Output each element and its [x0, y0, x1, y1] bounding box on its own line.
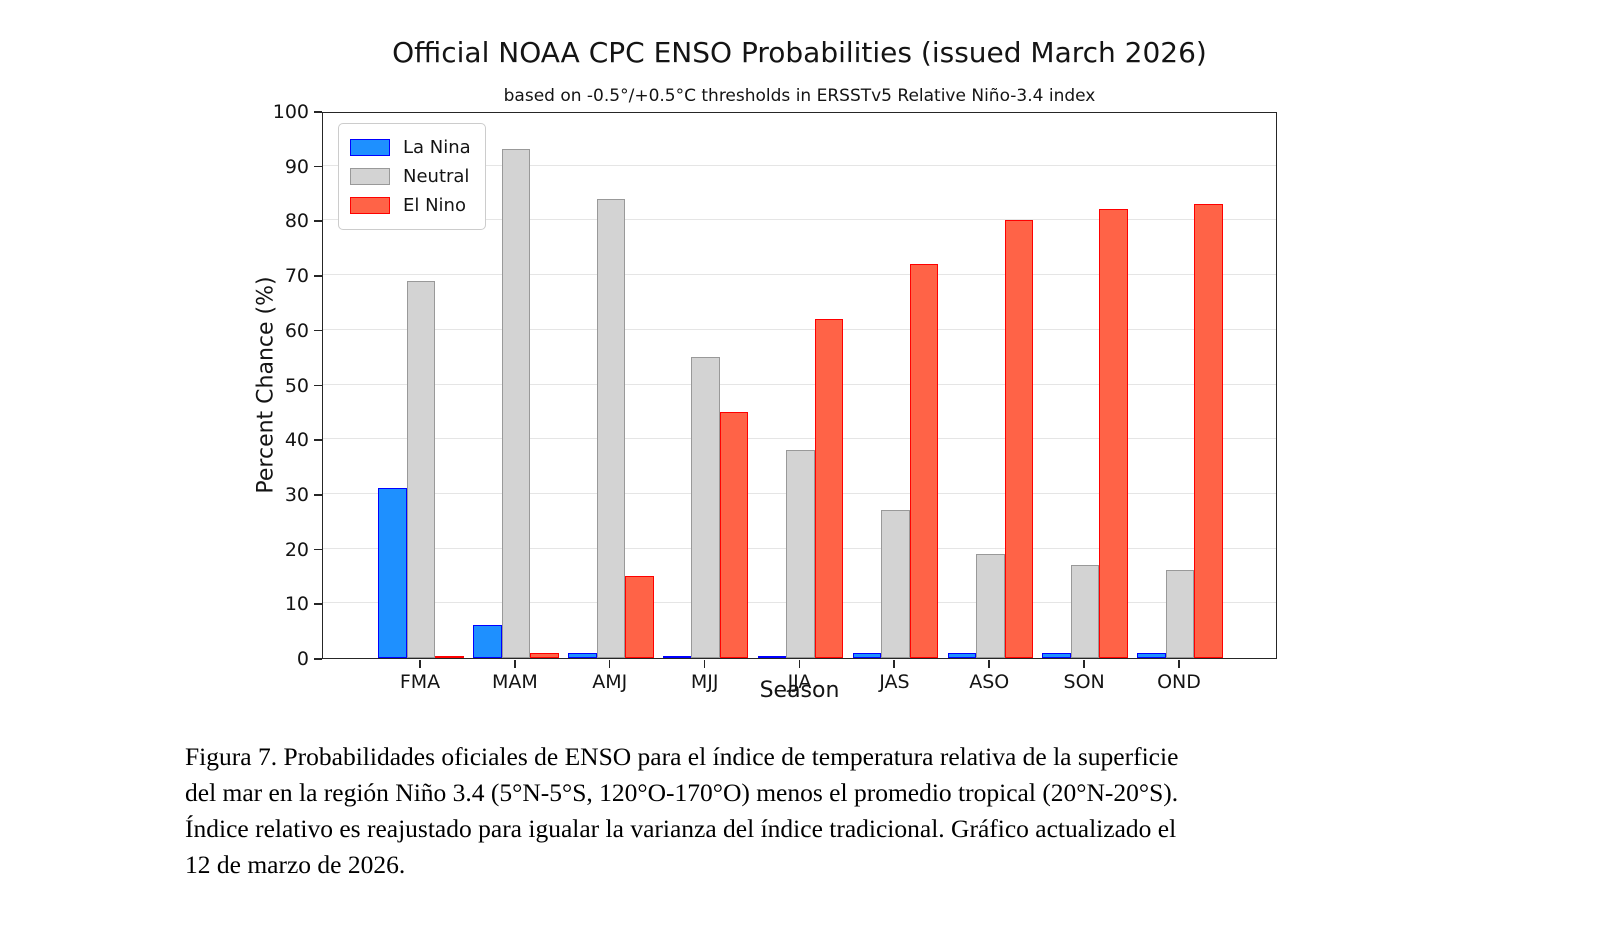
x-tick-label-JJA: JJA — [787, 671, 812, 693]
legend-item-el-nino: El Nino — [350, 191, 471, 220]
x-tick-mark-AMJ — [608, 660, 611, 668]
y-tick-label-60: 60 — [284, 319, 309, 342]
x-tick-label-AMJ: AMJ — [592, 671, 628, 693]
bar-neutral-JAS — [881, 510, 910, 658]
bar-la-nina-OND — [1137, 652, 1166, 658]
bar-la-nina-ASO — [947, 652, 976, 658]
y-tick-mark-30 — [314, 493, 322, 496]
x-tick-label-MAM: MAM — [491, 671, 538, 693]
legend-label-neutral: Neutral — [403, 166, 470, 187]
x-tick-label-MJJ: MJJ — [690, 671, 719, 693]
y-tick-mark-60 — [314, 329, 322, 332]
bar-neutral-MAM — [501, 149, 531, 658]
y-tick-label-10: 10 — [284, 593, 309, 616]
bar-el-nino-SON — [1099, 209, 1128, 658]
x-tick-mark-JJA — [798, 660, 801, 668]
y-tick-mark-10 — [314, 603, 322, 605]
legend-label-el-nino: El Nino — [403, 195, 466, 216]
gridline-70 — [323, 274, 1276, 276]
y-tick-label-70: 70 — [284, 265, 309, 288]
el-nino-swatch-icon — [350, 197, 390, 214]
x-tick-label-ASO: ASO — [969, 671, 1010, 693]
bar-la-nina-JJA — [757, 656, 787, 658]
y-tick-label-90: 90 — [284, 155, 309, 178]
x-tick-label-JAS: JAS — [879, 671, 910, 693]
x-tick-mark-FMA — [419, 660, 421, 668]
caption-line-4: 12 de marzo de 2026. — [185, 850, 406, 879]
gridline-40 — [323, 438, 1276, 440]
bar-neutral-ASO — [976, 554, 1005, 658]
y-tick-mark-0 — [314, 658, 322, 660]
y-tick-mark-80 — [314, 220, 322, 223]
y-tick-mark-40 — [314, 439, 322, 441]
y-tick-mark-100 — [314, 111, 322, 113]
bar-el-nino-MAM — [530, 652, 559, 658]
bar-el-nino-JJA — [814, 318, 844, 658]
y-tick-label-40: 40 — [284, 429, 309, 452]
y-tick-mark-70 — [314, 275, 322, 277]
figure-caption: Figura 7. Probabilidades oficiales de EN… — [185, 739, 1445, 883]
bar-neutral-OND — [1165, 570, 1195, 658]
bar-el-nino-ASO — [1004, 220, 1033, 658]
chart-subtitle: based on -0.5°/+0.5°C thresholds in ERSS… — [503, 86, 1096, 106]
y-tick-mark-90 — [314, 165, 322, 168]
x-tick-mark-ASO — [988, 660, 990, 668]
y-tick-label-20: 20 — [284, 538, 309, 561]
gridline-80 — [323, 219, 1276, 221]
x-axis-label: Season — [759, 678, 840, 703]
bar-la-nina-MAM — [473, 625, 502, 658]
plot-area: La Nina Neutral El Nino — [322, 112, 1277, 659]
x-tick-mark-OND — [1178, 660, 1180, 668]
x-tick-label-SON: SON — [1063, 671, 1105, 693]
bar-la-nina-MJJ — [662, 656, 692, 658]
bar-neutral-JJA — [786, 450, 815, 658]
y-tick-mark-20 — [314, 548, 322, 551]
y-tick-label-100: 100 — [272, 101, 309, 123]
chart-legend: La Nina Neutral El Nino — [338, 123, 486, 230]
x-tick-label-FMA: FMA — [399, 671, 441, 693]
legend-item-neutral: Neutral — [350, 162, 471, 191]
x-tick-label-OND: OND — [1157, 671, 1201, 693]
bar-el-nino-AMJ — [625, 575, 654, 658]
x-tick-mark-MJJ — [703, 660, 706, 668]
y-tick-label-80: 80 — [284, 210, 309, 233]
gridline-50 — [323, 383, 1276, 385]
bar-el-nino-OND — [1194, 204, 1223, 658]
bar-la-nina-JAS — [852, 652, 882, 658]
y-tick-label-30: 30 — [284, 483, 309, 506]
neutral-swatch-icon — [350, 168, 390, 185]
y-tick-label-0: 0 — [296, 648, 309, 670]
bar-la-nina-AMJ — [568, 652, 597, 658]
bar-neutral-SON — [1070, 565, 1100, 658]
chart-title: Official NOAA CPC ENSO Probabilities (is… — [392, 36, 1207, 69]
x-tick-mark-SON — [1083, 660, 1085, 668]
caption-line-3: Índice relativo es reajustado para igual… — [185, 814, 1177, 843]
caption-line-2: del mar en la región Niño 3.4 (5°N-5°S, … — [185, 778, 1179, 807]
bar-la-nina-SON — [1042, 652, 1071, 658]
gridline-90 — [323, 164, 1276, 166]
x-tick-mark-JAS — [893, 660, 896, 668]
bar-el-nino-JAS — [909, 264, 939, 658]
bar-la-nina-FMA — [378, 488, 407, 658]
bar-neutral-AMJ — [596, 198, 625, 658]
caption-line-1: Figura 7. Probabilidades oficiales de EN… — [185, 742, 1179, 771]
la-nina-swatch-icon — [350, 139, 390, 156]
bar-neutral-MJJ — [691, 357, 720, 658]
y-tick-mark-50 — [314, 384, 322, 387]
gridline-60 — [323, 328, 1276, 330]
bar-neutral-FMA — [406, 280, 436, 658]
legend-item-la-nina: La Nina — [350, 133, 471, 162]
x-tick-mark-MAM — [513, 660, 516, 668]
y-tick-label-50: 50 — [284, 374, 309, 397]
bar-el-nino-MJJ — [719, 411, 749, 658]
legend-label-la-nina: La Nina — [403, 137, 471, 158]
bar-el-nino-FMA — [435, 656, 464, 658]
